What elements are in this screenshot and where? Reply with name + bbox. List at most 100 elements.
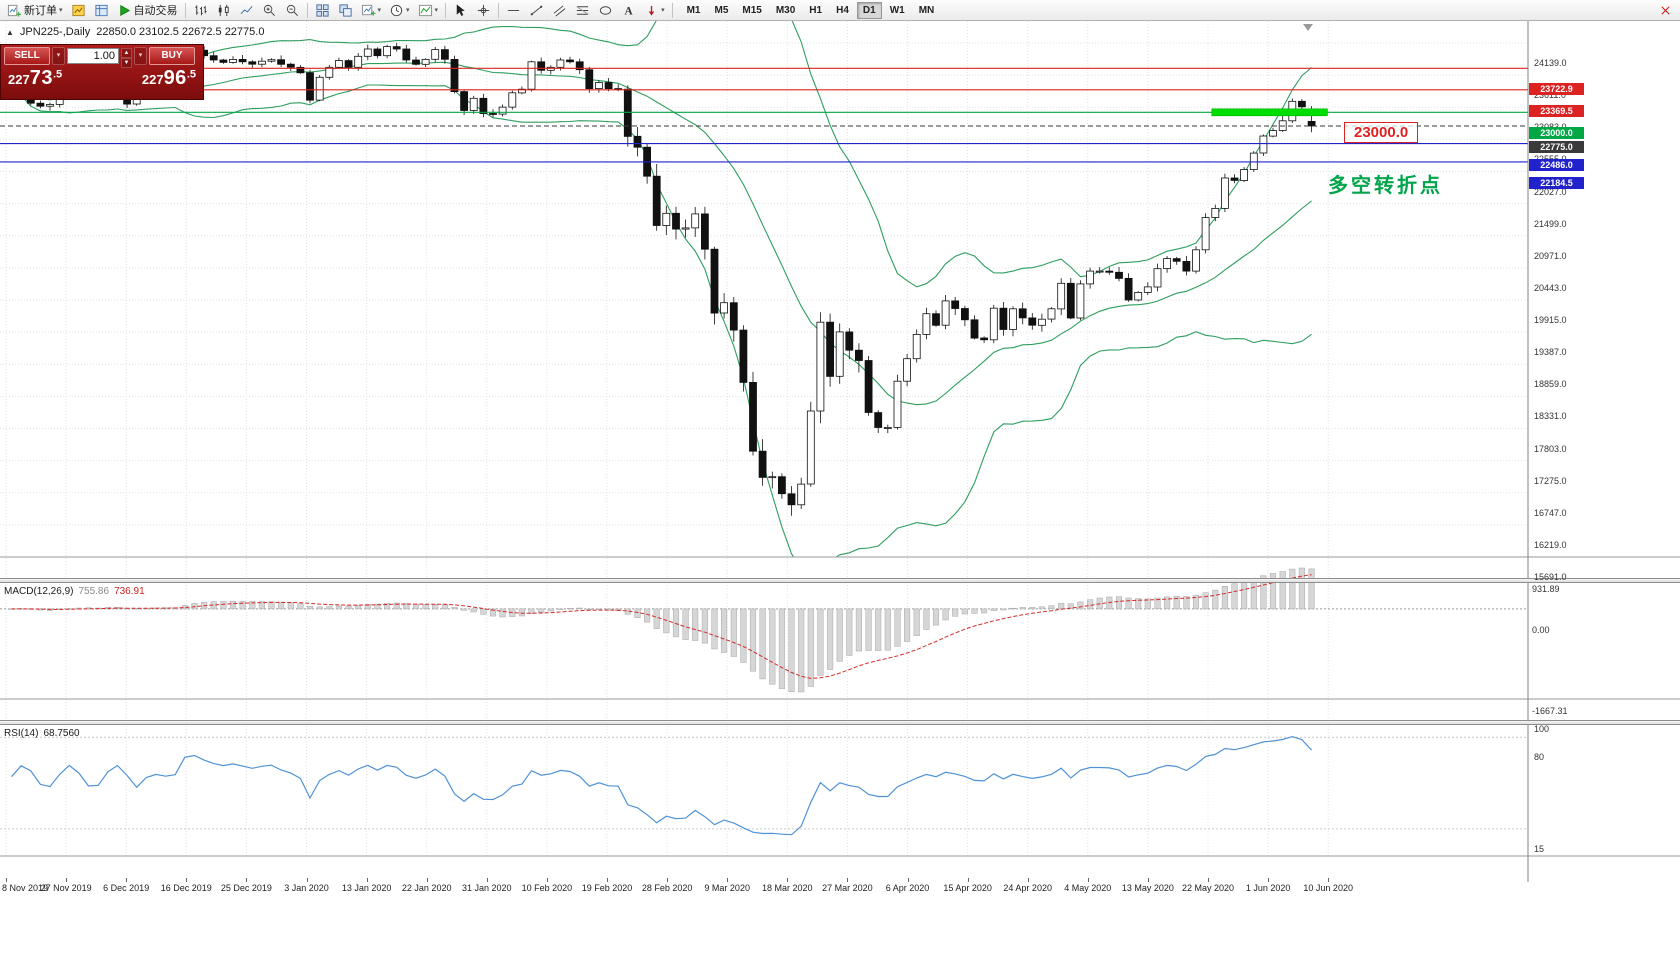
price-tick-label: 21499.0 bbox=[1534, 218, 1567, 229]
bar-chart-button[interactable] bbox=[189, 1, 212, 20]
new-chart-button[interactable]: ▾ bbox=[357, 1, 386, 20]
symbol-period-label: JPN225-,Daily bbox=[19, 26, 91, 38]
indicators-button[interactable]: ▾ bbox=[414, 1, 443, 20]
candlestick-chart-icon bbox=[216, 3, 231, 18]
date-label: 4 May 2020 bbox=[1064, 883, 1112, 893]
cascade-windows-button[interactable] bbox=[334, 1, 357, 20]
sell-price[interactable]: 22773.5 bbox=[8, 67, 63, 89]
data-window-button[interactable] bbox=[90, 1, 113, 20]
timeframe-d1[interactable]: D1 bbox=[856, 1, 882, 19]
line-chart-button[interactable] bbox=[235, 1, 258, 20]
page: { "toolbar": { "new_order": "新订单", "auto… bbox=[0, 0, 1680, 946]
market-watch-icon bbox=[71, 3, 86, 18]
price-tick-label: 17275.0 bbox=[1534, 475, 1567, 486]
crosshair-button[interactable] bbox=[472, 1, 495, 20]
date-label: 24 Apr 2020 bbox=[1003, 883, 1052, 893]
price-tag: 23000.0 bbox=[1529, 127, 1584, 140]
buy-price[interactable]: 22796.5 bbox=[141, 67, 196, 89]
macd-signal-value: 736.91 bbox=[114, 586, 145, 597]
price-tag: 23722.9 bbox=[1529, 83, 1584, 96]
tile-windows-button[interactable] bbox=[311, 1, 334, 20]
chart-canvas[interactable] bbox=[0, 21, 1680, 946]
indicators-caret-icon: ▾ bbox=[434, 6, 439, 14]
toolbar-separator bbox=[498, 2, 500, 18]
timeframe-h4[interactable]: H4 bbox=[830, 2, 855, 19]
date-tick bbox=[1328, 878, 1330, 882]
price-tick-label: 23083.0 bbox=[1534, 122, 1586, 132]
date-tick bbox=[1147, 878, 1149, 882]
pane-resize-handle[interactable] bbox=[0, 578, 1680, 583]
sell-button[interactable]: SELL bbox=[4, 47, 50, 65]
buy-options-caret[interactable]: ▾ bbox=[134, 47, 147, 65]
date-label: 22 Jan 2020 bbox=[401, 883, 452, 893]
rsi-label: RSI(14) 68.7560 bbox=[4, 728, 80, 739]
indicators-icon bbox=[418, 3, 433, 18]
periods-button[interactable]: ▾ bbox=[385, 1, 414, 20]
market-watch-button[interactable] bbox=[67, 1, 90, 20]
text-button[interactable]: A bbox=[617, 1, 640, 20]
arrows-caret-icon: ▾ bbox=[661, 6, 665, 14]
rsi-level-label: 80 bbox=[1534, 752, 1545, 763]
shapes-button[interactable] bbox=[594, 1, 617, 20]
volume-input[interactable] bbox=[67, 48, 119, 64]
new-chart-icon bbox=[361, 3, 376, 18]
zoom-out-button[interactable] bbox=[281, 1, 304, 20]
horizontal-line-button[interactable] bbox=[502, 1, 525, 20]
date-label: 18 Mar 2020 bbox=[762, 883, 813, 893]
fibonacci-icon bbox=[575, 3, 590, 18]
price-tick-label: 19387.0 bbox=[1534, 347, 1567, 358]
volume-up-button[interactable]: ▲ bbox=[121, 48, 132, 58]
date-tick bbox=[787, 878, 789, 882]
pane-resize-handle[interactable] bbox=[0, 720, 1680, 725]
date-label: 16 Dec 2019 bbox=[160, 883, 212, 893]
cursor-icon bbox=[453, 3, 468, 18]
price-tick-label: 20971.0 bbox=[1534, 250, 1567, 261]
chart-header: ▲ JPN225-,Daily 22850.0 23102.5 22672.5 … bbox=[6, 26, 264, 38]
fibonacci-button[interactable] bbox=[571, 1, 594, 20]
date-tick bbox=[6, 878, 7, 882]
line-chart-icon bbox=[239, 3, 254, 18]
tile-windows-icon bbox=[315, 3, 330, 18]
cursor-button[interactable] bbox=[449, 1, 472, 20]
date-label: 8 Nov 2019 bbox=[2, 883, 49, 893]
price-tick-label: 18331.0 bbox=[1534, 411, 1567, 422]
date-tick bbox=[1087, 878, 1089, 882]
channel-button[interactable] bbox=[548, 1, 571, 20]
macd-axis-max: 931.89 bbox=[1532, 584, 1560, 594]
buy-button[interactable]: BUY bbox=[149, 47, 195, 65]
date-tick bbox=[607, 878, 608, 882]
date-label: 13 Jan 2020 bbox=[341, 883, 392, 893]
candlestick-chart-button[interactable] bbox=[212, 1, 235, 20]
toolbar-close-button[interactable] bbox=[1654, 1, 1677, 20]
timeframe-h1[interactable]: H1 bbox=[803, 2, 828, 19]
rsi-line bbox=[11, 735, 1313, 836]
shapes-icon bbox=[598, 3, 613, 18]
turning-point-annotation[interactable]: 多空转折点 bbox=[1328, 175, 1443, 197]
date-tick bbox=[1027, 878, 1029, 882]
volume-down-button[interactable]: ▼ bbox=[121, 58, 132, 68]
timeframe-m30[interactable]: M30 bbox=[770, 2, 801, 19]
price-tag: 23369.5 bbox=[1529, 104, 1584, 117]
new-order-button[interactable]: 新订单 ▾ bbox=[3, 1, 67, 20]
new-order-label: 新订单 bbox=[24, 5, 57, 17]
date-label: 19 Feb 2020 bbox=[581, 883, 633, 893]
timeframe-mn[interactable]: MN bbox=[913, 2, 941, 19]
arrows-button[interactable]: ▾ bbox=[640, 1, 669, 20]
price-tick-label: 16219.0 bbox=[1534, 539, 1567, 550]
trendline-button[interactable] bbox=[525, 1, 548, 20]
highlight-bar[interactable] bbox=[1211, 108, 1328, 117]
macd-axis-min: -1667.31 bbox=[1532, 706, 1568, 716]
timeframe-m15[interactable]: M15 bbox=[736, 2, 767, 19]
price-tick-label: 18859.0 bbox=[1534, 379, 1567, 390]
chart-window: 24139.023611.023083.022555.022027.021499… bbox=[0, 21, 1680, 946]
sell-options-caret[interactable]: ▾ bbox=[52, 47, 65, 65]
rsi-name: RSI(14) bbox=[4, 728, 39, 739]
price-level-annotation[interactable]: 23000.0 bbox=[1344, 122, 1419, 143]
timeframe-m5[interactable]: M5 bbox=[708, 2, 734, 19]
timeframe-m1[interactable]: M1 bbox=[681, 2, 707, 19]
timeframe-w1[interactable]: W1 bbox=[884, 2, 911, 19]
macd-pane bbox=[0, 567, 1528, 693]
chart-shift-marker[interactable] bbox=[1303, 24, 1313, 31]
autotrading-button[interactable]: 自动交易 bbox=[113, 1, 182, 20]
zoom-in-button[interactable] bbox=[258, 1, 281, 20]
